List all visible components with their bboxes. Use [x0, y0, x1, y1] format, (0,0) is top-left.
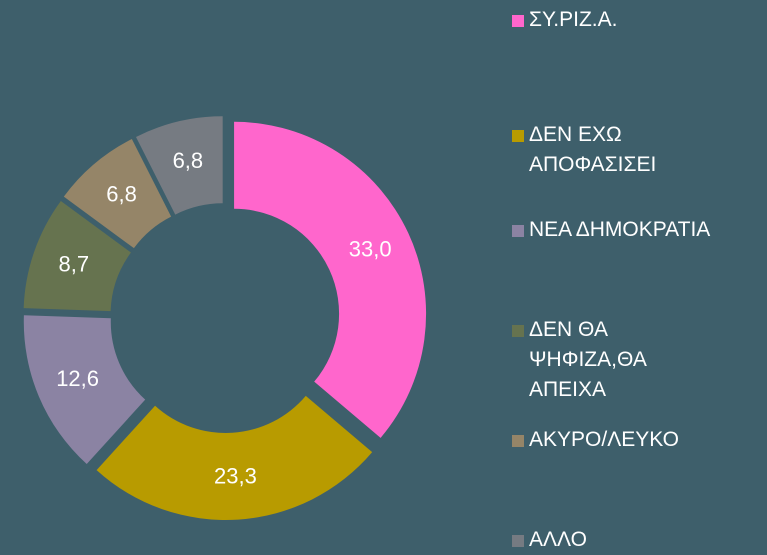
legend-item: ΑΛΛΟ: [512, 525, 767, 555]
legend-label: ΑΛΛΟ: [529, 528, 587, 551]
donut-segment: [63, 139, 172, 249]
donut-segment: [23, 201, 131, 312]
legend-swatch: [512, 435, 524, 447]
legend-label: ΔΕΝ ΘΑ ΨΗΦΙΖΑ,ΘΑ ΑΠΕΙΧΑ: [529, 318, 646, 401]
legend-label: ΝΕΑ ΔΗΜΟΚΡΑΤΙΑ: [529, 218, 711, 241]
donut-segment: [234, 121, 427, 438]
legend-swatch: [512, 15, 524, 27]
legend-swatch: [512, 130, 524, 142]
legend-item: ΔΕΝ ΘΑ ΨΗΦΙΖΑ,ΘΑ ΑΠΕΙΧΑ: [512, 315, 669, 405]
data-label: 8,7: [59, 251, 90, 276]
data-label: 33,0: [349, 237, 392, 262]
legend-swatch: [512, 225, 524, 237]
data-label: 6,8: [173, 148, 204, 173]
legend-swatch: [512, 535, 524, 547]
legend-label: ΔΕΝ ΕΧΩ ΑΠΟΦΑΣΙΣΕΙ: [529, 123, 657, 176]
legend-item: ΔΕΝ ΕΧΩ ΑΠΟΦΑΣΙΣΕΙ: [512, 120, 699, 180]
legend-label: ΑΚΥΡΟ/ΛΕΥΚΟ: [529, 428, 679, 451]
legend-item: ΣΥ.ΡΙΖ.Α.: [512, 5, 767, 35]
data-label: 6,8: [106, 182, 137, 207]
donut-segment: [96, 395, 373, 520]
legend-swatch: [512, 325, 524, 337]
data-label: 12,6: [56, 366, 99, 391]
data-label: 23,3: [214, 463, 257, 488]
donut: 33,0 23,3 12,6 8,7 6,8 6,8: [23, 116, 427, 520]
legend-item: ΝΕΑ ΔΗΜΟΚΡΑΤΙΑ: [512, 215, 767, 245]
donut-segment: [23, 315, 146, 465]
legend-item: ΑΚΥΡΟ/ΛΕΥΚΟ: [512, 425, 767, 455]
legend-label: ΣΥ.ΡΙΖ.Α.: [529, 8, 618, 31]
donut-segment: [135, 116, 223, 215]
